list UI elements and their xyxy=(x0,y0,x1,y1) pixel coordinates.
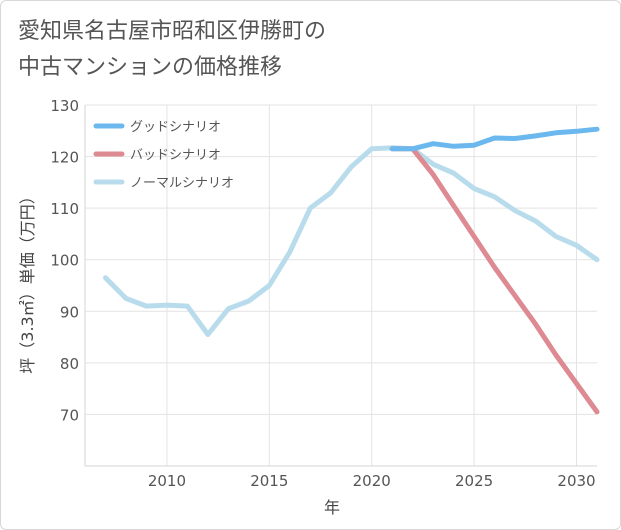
x-tick-label-2015: 2015 xyxy=(250,472,288,490)
x-tick-label-2025: 2025 xyxy=(455,472,493,490)
legend-label-1: グッドシナリオ xyxy=(130,120,221,135)
x-tick-label-2030: 2030 xyxy=(557,472,595,490)
y-tick-label-90: 90 xyxy=(60,303,79,321)
y-tick-label-110: 110 xyxy=(50,200,79,218)
chart-title: 愛知県名古屋市昭和区伊勝町の 中古マンションの価格推移 xyxy=(18,19,327,80)
y-tick-label-80: 80 xyxy=(60,355,79,373)
series-line-3 xyxy=(103,145,600,337)
x-tick-label-2020: 2020 xyxy=(353,472,391,490)
y-tick-label-130: 130 xyxy=(50,97,79,115)
legend-label-3: ノーマルシナリオ xyxy=(130,176,234,191)
x-tick-labels: 2010 2015 2020 2025 2030 xyxy=(148,472,596,490)
y-tick-label-120: 120 xyxy=(50,149,79,167)
series-line-1 xyxy=(389,126,600,152)
series-line-2 xyxy=(389,146,600,415)
x-tick-label-2010: 2010 xyxy=(148,472,186,490)
series-lines xyxy=(103,126,600,415)
y-axis-title: 坪（3.3㎡）単価（万円） xyxy=(18,188,37,373)
legend-label-2: バッドシナリオ xyxy=(130,148,221,163)
y-tick-label-100: 100 xyxy=(50,252,79,270)
x-axis-title: 年 xyxy=(324,498,340,517)
grid xyxy=(84,104,597,467)
y-tick-label-70: 70 xyxy=(60,406,79,424)
y-tick-labels: 70 80 90 100 110 120 130 xyxy=(50,97,79,424)
